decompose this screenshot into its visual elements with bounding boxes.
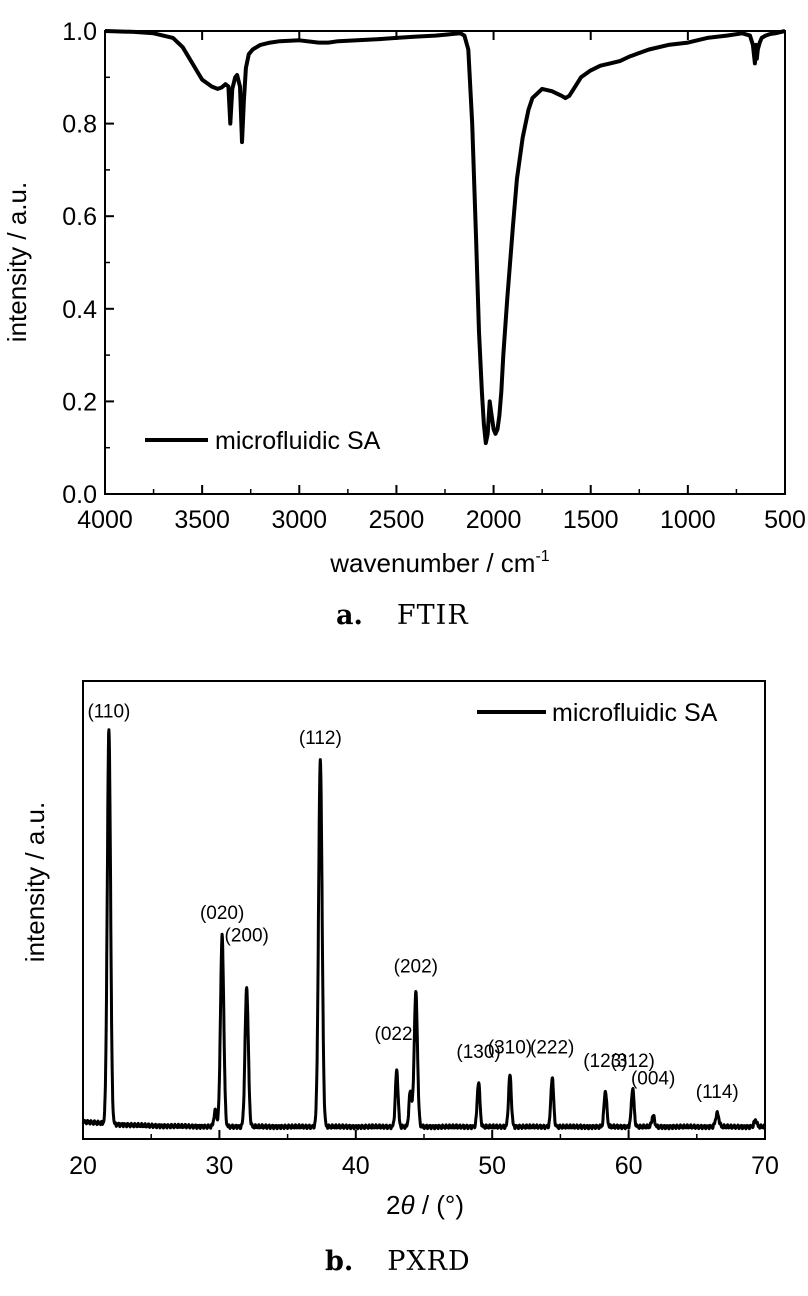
ftir-chart: 4000 3500 3000 2500 2000 1500 1000 500 0.0 0.2 0.4… [2, 18, 806, 631]
ftir-caption-text: FTIR [397, 600, 469, 631]
pxrd-caption-text: PXRD [387, 1246, 470, 1277]
ftir-x-tick-label: 500 [764, 506, 806, 534]
ftir-ticks: 4000 3500 3000 2500 2000 1500 1000 500 0.0 0.2 0.4… [62, 18, 806, 534]
pxrd-legend-label: microfluidic SA [552, 699, 718, 727]
pxrd-peak-label: (202) [394, 957, 438, 978]
pxrd-x-axis-label-suffix: / (°) [415, 1190, 464, 1220]
ftir-x-tick-label: 4000 [77, 506, 133, 534]
pxrd-peak-labels: (110) (020)(200) (112) (022) (202) (130)(310)… [87, 701, 738, 1103]
pxrd-peak-label: (114) [696, 1082, 739, 1103]
pxrd-peak-label: (200) [225, 925, 269, 946]
pxrd-x-axis-label-theta: θ [400, 1190, 414, 1220]
ftir-caption: a. FTIR [336, 600, 469, 631]
ftir-y-tick-label: 0.4 [62, 296, 97, 324]
pxrd-x-tick-label: 20 [69, 1152, 97, 1180]
ftir-x-axis-label-main: wavenumber / cm [329, 548, 535, 578]
pxrd-legend: microfluidic SA [477, 699, 718, 727]
pxrd-peak-label: (110) [87, 701, 130, 722]
ftir-legend-label: microfluidic SA [215, 427, 381, 455]
pxrd-peak-label: (112) [299, 728, 342, 749]
ftir-y-tick-label: 0.2 [62, 388, 97, 416]
ftir-y-tick-label: 1.0 [62, 18, 97, 46]
pxrd-chart: 20 30 40 50 60 70 (110) (020)(200) (112) (022) (2… [20, 680, 779, 1277]
ftir-y-tick-label: 0.8 [62, 111, 97, 139]
pxrd-x-tick-label: 50 [478, 1152, 506, 1180]
ftir-caption-letter: a. [336, 600, 363, 631]
pxrd-x-axis-label-prefix: 2 [386, 1190, 400, 1220]
pxrd-peak-label: (123) [583, 1051, 627, 1072]
pxrd-peak-label: (222) [530, 1037, 574, 1058]
pxrd-caption-letter: b. [325, 1246, 353, 1277]
pxrd-x-tick-label: 40 [342, 1152, 370, 1180]
ftir-series-line [104, 29, 786, 446]
pxrd-peak-label: (022) [375, 1024, 419, 1045]
ftir-legend: microfluidic SA [145, 427, 381, 455]
pxrd-x-axis-label: 2θ / (°) [386, 1190, 464, 1220]
pxrd-peak-label: (020) [200, 903, 244, 924]
pxrd-peak-label: (312) [611, 1051, 655, 1072]
ftir-y-tick-label: 0.0 [62, 481, 97, 509]
pxrd-x-tick-label: 60 [615, 1152, 643, 1180]
ftir-x-tick-label: 2500 [369, 506, 425, 534]
pxrd-x-tick-label: 30 [205, 1152, 233, 1180]
pxrd-y-axis-label: intensity / a.u. [20, 802, 50, 962]
pxrd-x-tick-label: 70 [751, 1152, 779, 1180]
ftir-x-tick-label: 3000 [271, 506, 327, 534]
pxrd-peak-label: (310) [488, 1037, 532, 1058]
ftir-x-axis-label: wavenumber / cm-1 [329, 548, 550, 578]
ftir-plot-frame [104, 30, 786, 495]
ftir-x-tick-label: 2000 [466, 506, 522, 534]
pxrd-peak-label: (004) [631, 1069, 675, 1090]
pxrd-caption: b. PXRD [325, 1246, 471, 1277]
ftir-x-tick-label: 3500 [174, 506, 230, 534]
pxrd-ticks: 20 30 40 50 60 70 [69, 1130, 779, 1180]
ftir-x-tick-label: 1500 [563, 506, 619, 534]
pxrd-peak-label: (130) [456, 1042, 500, 1063]
ftir-x-tick-label: 1000 [660, 506, 716, 534]
ftir-x-axis-label-sup: -1 [535, 548, 549, 565]
ftir-y-axis-label: intensity / a.u. [2, 182, 32, 342]
ftir-y-tick-label: 0.6 [62, 203, 97, 231]
pxrd-series-line [81, 728, 767, 1131]
